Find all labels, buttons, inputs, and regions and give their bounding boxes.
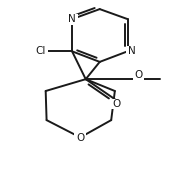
FancyBboxPatch shape bbox=[133, 70, 144, 80]
FancyBboxPatch shape bbox=[66, 14, 78, 25]
FancyBboxPatch shape bbox=[74, 133, 86, 143]
FancyBboxPatch shape bbox=[111, 99, 123, 109]
FancyBboxPatch shape bbox=[126, 46, 139, 57]
Text: N: N bbox=[68, 14, 76, 24]
Text: Cl: Cl bbox=[35, 46, 45, 56]
Text: O: O bbox=[134, 70, 143, 80]
Text: N: N bbox=[128, 46, 136, 56]
Text: O: O bbox=[113, 99, 121, 109]
FancyBboxPatch shape bbox=[32, 46, 48, 57]
Text: O: O bbox=[76, 133, 84, 143]
